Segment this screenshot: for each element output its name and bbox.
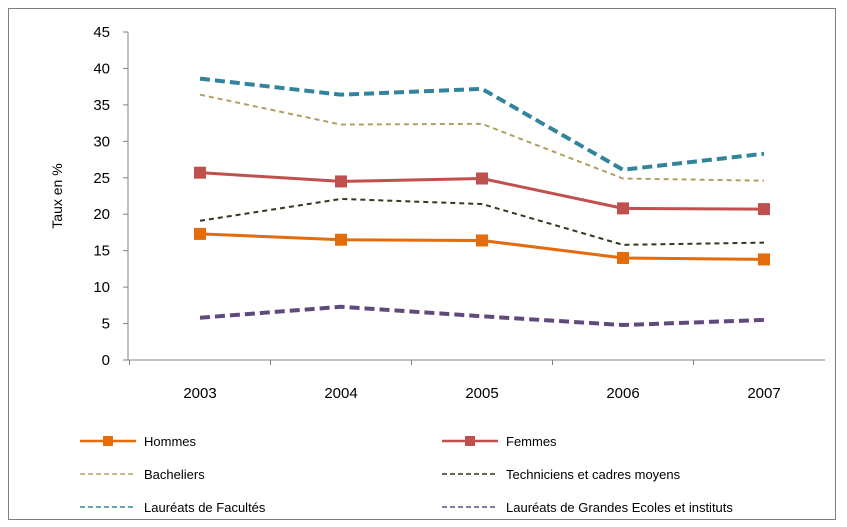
- series-laur-ats-de-facult-s: [199, 76, 765, 172]
- y-tick-label: 35: [93, 97, 110, 114]
- data-point-marker: [476, 234, 488, 247]
- series-line: [199, 93, 765, 182]
- tick-labels: 0 5 10 15 20 25 30 35 40 45 2003 2004 2005 2006 2007: [93, 24, 780, 402]
- series-hommes: [194, 227, 770, 266]
- series-laur-ats-de-grandes-ecoles-et-instituts: [199, 304, 765, 328]
- legend-item: Hommes: [80, 434, 197, 449]
- legend-label: Lauréats de Grandes Ecoles et instituts: [506, 500, 733, 515]
- legend-item: Techniciens et cadres moyens: [442, 467, 681, 482]
- data-point-marker: [758, 253, 770, 266]
- series-techniciens-et-cadres-moyens: [199, 197, 765, 246]
- y-tick-label: 0: [102, 352, 110, 369]
- y-tick-label: 25: [93, 170, 110, 187]
- chart-frame: [8, 8, 836, 520]
- legend-label: Techniciens et cadres moyens: [506, 467, 681, 482]
- legend-label: Hommes: [144, 434, 197, 449]
- y-tick-label: 30: [93, 133, 110, 150]
- y-tick-label: 45: [93, 24, 110, 41]
- x-tick-label: 2004: [324, 385, 357, 402]
- y-tick-label: 10: [93, 279, 110, 296]
- x-tick-label: 2007: [747, 385, 780, 402]
- legend-label: Femmes: [506, 434, 557, 449]
- series-line: [199, 197, 765, 246]
- legend-marker: [103, 436, 113, 446]
- legend-item: Femmes: [442, 434, 557, 449]
- legend: Hommes Femmes Bacheliers Techniciens et cad…: [80, 434, 733, 515]
- series-femmes: [194, 166, 770, 216]
- data-point-marker: [335, 175, 347, 188]
- data-point-marker: [476, 172, 488, 185]
- axes: Taux en %: [49, 32, 825, 361]
- y-tick-label: 15: [93, 243, 110, 260]
- y-tick-label: 5: [102, 316, 110, 333]
- series-lines: [194, 76, 770, 328]
- series-line: [199, 76, 765, 172]
- legend-label: Lauréats de Facultés: [144, 500, 266, 515]
- legend-item: Lauréats de Facultés: [80, 500, 266, 515]
- x-tick-label: 2003: [183, 385, 216, 402]
- y-tick-label: 40: [93, 60, 110, 77]
- legend-item: Bacheliers: [80, 467, 205, 482]
- x-tick-label: 2006: [606, 385, 639, 402]
- data-point-marker: [194, 227, 206, 240]
- data-point-marker: [335, 233, 347, 246]
- data-point-marker: [617, 251, 629, 264]
- legend-label: Bacheliers: [144, 467, 205, 482]
- data-point-marker: [758, 203, 770, 216]
- series-bacheliers: [199, 93, 765, 182]
- y-axis-title: Taux en %: [49, 163, 65, 228]
- data-point-marker: [194, 166, 206, 179]
- data-point-marker: [617, 202, 629, 215]
- legend-marker: [465, 436, 475, 446]
- x-tick-label: 2005: [465, 385, 498, 402]
- y-tick-label: 20: [93, 206, 110, 223]
- legend-item: Lauréats de Grandes Ecoles et instituts: [442, 500, 733, 515]
- series-line: [199, 304, 765, 328]
